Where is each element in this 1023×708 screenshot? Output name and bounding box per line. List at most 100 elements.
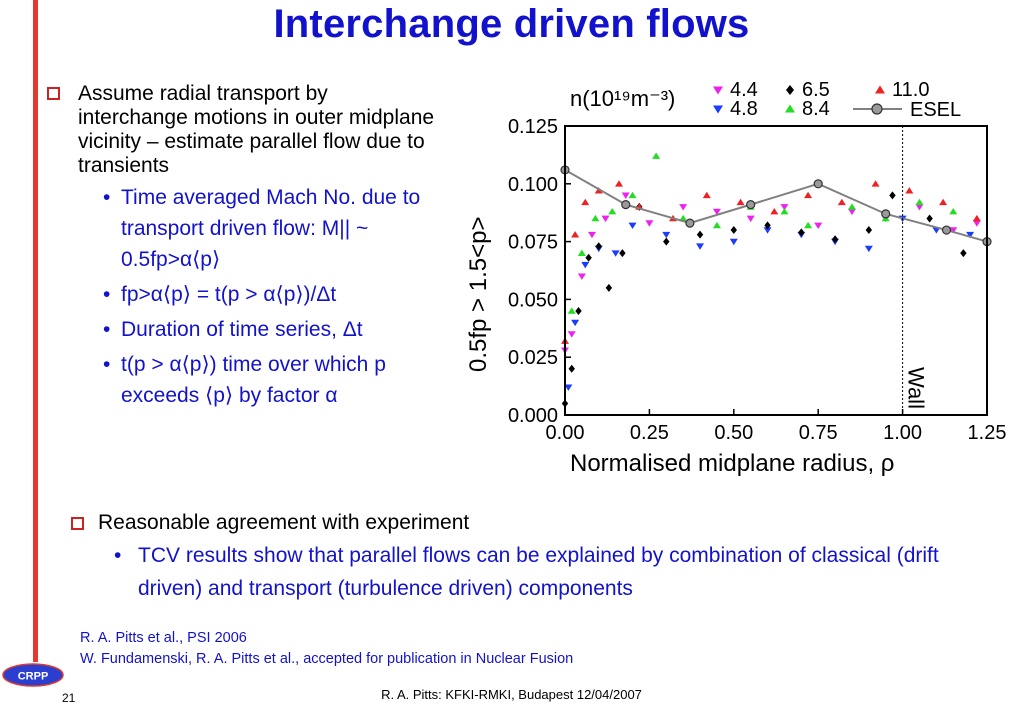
y-tick-label: 0.100 bbox=[508, 174, 558, 196]
footer-text: R. A. Pitts: KFKI-RMKI, Budapest 12/04/2… bbox=[381, 687, 642, 702]
data-point bbox=[595, 242, 602, 251]
data-point bbox=[847, 203, 856, 210]
references: R. A. Pitts et al., PSI 2006 W. Fundamen… bbox=[80, 628, 573, 670]
data-point bbox=[652, 152, 661, 159]
data-point bbox=[615, 180, 624, 187]
legend-marker bbox=[871, 103, 883, 115]
sub-bullet-text: t(p > α⟨p⟩) time over which p exceeds ⟨p… bbox=[121, 353, 386, 407]
data-point bbox=[591, 214, 600, 222]
legend-marker bbox=[713, 86, 723, 95]
esel-point bbox=[685, 218, 695, 228]
x-tick-label: 1.25 bbox=[968, 422, 1007, 444]
x-tick-label: 0.50 bbox=[714, 422, 753, 444]
data-point bbox=[577, 273, 586, 280]
bullet-main-text: Reasonable agreement with experiment bbox=[98, 511, 470, 534]
data-point bbox=[972, 220, 981, 227]
data-point bbox=[865, 226, 873, 235]
data-point bbox=[798, 228, 805, 237]
data-point bbox=[588, 231, 597, 239]
data-point bbox=[864, 245, 873, 253]
x-tick-label: 0.00 bbox=[546, 422, 585, 444]
legend-label: 6.5 bbox=[802, 79, 830, 101]
data-point bbox=[581, 198, 590, 206]
data-point bbox=[601, 215, 610, 223]
data-point bbox=[804, 191, 813, 199]
plot-frame bbox=[564, 125, 988, 416]
data-point bbox=[949, 227, 958, 234]
data-point bbox=[837, 198, 846, 206]
data-point bbox=[966, 231, 975, 239]
esel-point bbox=[746, 200, 756, 210]
data-point bbox=[628, 191, 637, 199]
sub-bullet: • Time averaged Mach No. due to transpor… bbox=[40, 182, 440, 275]
wall-annotation: Wall bbox=[904, 367, 929, 409]
data-point bbox=[619, 249, 626, 258]
data-point bbox=[571, 231, 580, 238]
legend-label: 8.4 bbox=[802, 98, 830, 120]
legend-marker bbox=[875, 85, 885, 94]
square-bullet-icon bbox=[47, 87, 60, 100]
x-tick-label: 1.00 bbox=[883, 422, 922, 444]
y-tick-label: 0.000 bbox=[508, 405, 558, 427]
sub-bullet: • fp>α⟨p⟩ = t(p > α⟨p⟩)/Δt bbox=[40, 279, 440, 310]
slide-title: Interchange driven flows bbox=[273, 2, 750, 46]
legend-label: ESEL bbox=[910, 99, 961, 121]
reference-item: R. A. Pitts et al., PSI 2006 bbox=[80, 630, 247, 646]
data-point bbox=[696, 243, 705, 250]
data-point bbox=[712, 221, 721, 229]
data-point bbox=[889, 191, 896, 200]
dot-bullet-icon: • bbox=[103, 318, 111, 341]
data-point bbox=[730, 226, 737, 235]
logo-text: CRPP bbox=[18, 671, 49, 683]
sub-bullet-text: fp>α⟨p⟩ = t(p > α⟨p⟩)/Δt bbox=[121, 283, 337, 306]
data-point bbox=[770, 207, 779, 215]
dot-bullet-icon: • bbox=[103, 186, 111, 209]
data-point bbox=[662, 231, 671, 239]
data-point bbox=[746, 215, 755, 223]
esel-point bbox=[941, 225, 952, 235]
data-point bbox=[905, 187, 914, 194]
sub-bullet-text: Duration of time series, Δt bbox=[121, 318, 363, 341]
data-point bbox=[926, 214, 933, 223]
bullet-main-text: Assume radial transport by interchange m… bbox=[78, 82, 435, 177]
bullet-main: Reasonable agreement with experiment bbox=[64, 509, 1004, 537]
data-point bbox=[804, 221, 813, 229]
data-point bbox=[628, 222, 637, 230]
dot-bullet-icon: • bbox=[103, 283, 111, 306]
data-point bbox=[663, 237, 670, 246]
data-point bbox=[814, 222, 823, 230]
sub-bullet-text: Time averaged Mach No. due to transport … bbox=[121, 186, 421, 271]
legend-label: 11.0 bbox=[892, 79, 929, 101]
data-point bbox=[915, 204, 924, 211]
bottom-bullet-list: Reasonable agreement with experiment • T… bbox=[64, 509, 1004, 605]
data-point bbox=[679, 204, 688, 211]
dot-bullet-icon: • bbox=[103, 353, 111, 376]
y-tick-label: 0.125 bbox=[508, 116, 558, 138]
data-point bbox=[871, 180, 880, 187]
data-point bbox=[831, 235, 839, 244]
data-point bbox=[763, 227, 772, 234]
reference-item: W. Fundamenski, R. A. Pitts et al., acce… bbox=[80, 651, 574, 667]
legend-title: n(10¹⁹m⁻³) bbox=[570, 86, 675, 111]
data-point bbox=[939, 198, 948, 206]
dot-bullet-icon: • bbox=[114, 544, 122, 567]
data-point bbox=[605, 283, 613, 292]
left-bullet-list: Assume radial transport by interchange m… bbox=[40, 82, 440, 411]
legend-label: 4.8 bbox=[730, 98, 758, 120]
bullet-main: Assume radial transport by interchange m… bbox=[40, 82, 440, 178]
data-point bbox=[960, 249, 967, 258]
data-point bbox=[567, 331, 576, 338]
slide-number: 21 bbox=[62, 691, 76, 705]
data-point bbox=[575, 306, 582, 315]
legend-label: 4.4 bbox=[730, 79, 758, 101]
legend-marker bbox=[786, 85, 794, 95]
esel-point bbox=[621, 200, 631, 210]
legend-marker bbox=[713, 105, 723, 114]
crpp-logo: CRPP bbox=[2, 663, 64, 687]
data-point bbox=[712, 208, 721, 216]
y-tick-label: 0.025 bbox=[508, 347, 558, 369]
data-point bbox=[736, 198, 745, 206]
data-point bbox=[729, 238, 738, 246]
data-point bbox=[567, 307, 576, 314]
data-point bbox=[645, 220, 654, 227]
